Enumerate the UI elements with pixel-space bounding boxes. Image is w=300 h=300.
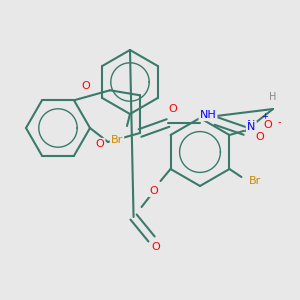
Text: H: H	[269, 92, 277, 102]
Text: O: O	[255, 132, 264, 142]
Text: Br: Br	[111, 135, 123, 145]
Text: Br: Br	[249, 176, 262, 186]
Text: -: -	[278, 117, 281, 127]
Text: O: O	[263, 120, 272, 130]
Text: N: N	[247, 122, 256, 132]
Text: O: O	[169, 104, 177, 114]
Text: N: N	[247, 120, 255, 130]
Text: NH: NH	[200, 110, 216, 120]
Text: +: +	[261, 112, 268, 121]
Text: O: O	[151, 242, 160, 252]
Text: O: O	[96, 139, 104, 149]
Text: O: O	[82, 81, 90, 91]
Text: O: O	[149, 186, 158, 196]
